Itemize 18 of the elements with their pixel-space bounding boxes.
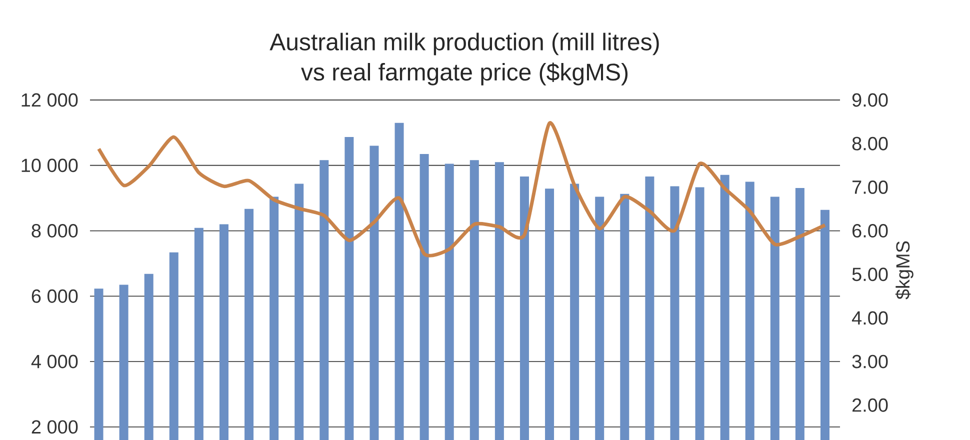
chart-subtitle: vs real farmgate price ($kgMS) — [301, 62, 628, 86]
y2-tick-label: 3.00 — [852, 354, 888, 368]
y-tick-label: 6 000 — [32, 289, 78, 303]
y2-tick-label: 5.00 — [852, 268, 888, 282]
y-tick-label: 12 000 — [22, 93, 78, 107]
y2-tick-label: 9.00 — [852, 93, 888, 107]
y2-tick-label: 4.00 — [852, 311, 888, 325]
y2-tick-label: 6.00 — [852, 224, 888, 238]
line-series — [97, 121, 827, 257]
y2-tick-label: 2.00 — [852, 398, 888, 412]
y-tick-label: 8 000 — [32, 224, 78, 238]
y2-tick-label: 8.00 — [852, 136, 888, 150]
y-tick-label: 4 000 — [31, 354, 78, 368]
y2-tick-label: 7.00 — [852, 180, 888, 194]
chart-title: Australian milk production (mill litres) — [270, 32, 659, 56]
y-tick-label: 2 000 — [32, 420, 78, 434]
y-tick-label: 10 000 — [22, 158, 78, 172]
y2-axis-title: $kgMS — [895, 241, 914, 300]
